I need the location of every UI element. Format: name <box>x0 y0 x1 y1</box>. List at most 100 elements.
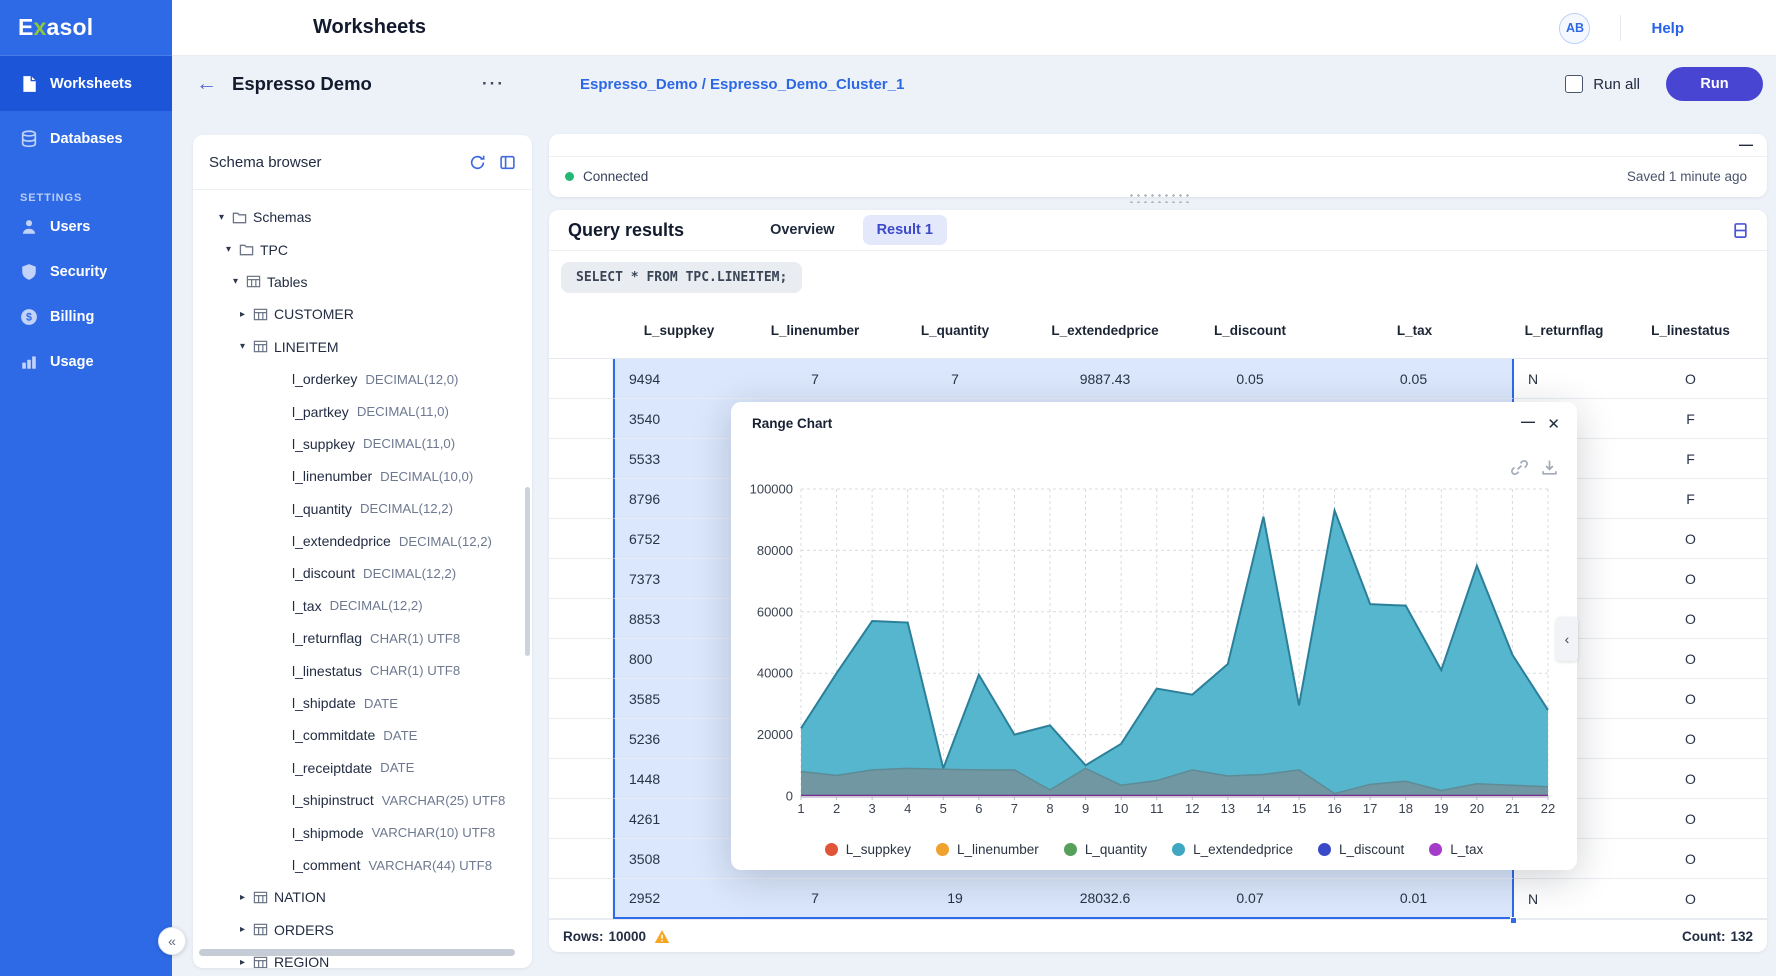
caret-down-icon[interactable]: ▾ <box>226 244 232 256</box>
cell[interactable]: O <box>1614 599 1767 639</box>
tree-node-schemas[interactable]: ▾ Schemas <box>193 201 532 233</box>
tab-result-1[interactable]: Result 1 <box>862 215 947 245</box>
cell[interactable]: 0.05 <box>1315 359 1514 399</box>
tree-node-l_discount[interactable]: l_discount DECIMAL(12,2) <box>193 557 532 589</box>
legend-item-l_linenumber[interactable]: L_linenumber <box>936 842 1039 857</box>
modal-side-chevron-button[interactable]: ‹ <box>1556 617 1578 661</box>
column-header-l_linenumber[interactable]: L_linenumber <box>770 322 860 338</box>
caret-right-icon[interactable]: ▸ <box>240 308 246 320</box>
cell[interactable]: 800 <box>613 639 745 679</box>
cell[interactable]: 0.01 <box>1315 879 1514 919</box>
tree-node-l_shipinstruct[interactable]: l_shipinstruct VARCHAR(25) UTF8 <box>193 784 532 816</box>
minimize-worksheet-button[interactable]: — <box>1739 136 1753 152</box>
selection-fill-handle[interactable] <box>1510 917 1517 924</box>
tree-node-l_partkey[interactable]: l_partkey DECIMAL(11,0) <box>193 395 532 427</box>
cell[interactable]: F <box>1614 479 1767 519</box>
sidebar-item-users[interactable]: Users <box>0 204 172 249</box>
row-gutter[interactable] <box>549 639 613 679</box>
column-header-l_discount[interactable]: L_discount <box>1213 322 1286 338</box>
tree-node-l_tax[interactable]: l_tax DECIMAL(12,2) <box>193 590 532 622</box>
tree-node-l_suppkey[interactable]: l_suppkey DECIMAL(11,0) <box>193 428 532 460</box>
row-gutter[interactable] <box>549 399 613 439</box>
caret-down-icon[interactable]: ▾ <box>240 341 246 353</box>
tree-node-tpc[interactable]: ▾ TPC <box>193 233 532 265</box>
cell[interactable]: 9494 <box>613 359 745 399</box>
cell[interactable]: 3540 <box>613 399 745 439</box>
tree-vertical-scrollbar[interactable] <box>525 487 530 656</box>
cell[interactable]: F <box>1614 399 1767 439</box>
sidebar-item-worksheets[interactable]: Worksheets <box>0 56 172 111</box>
column-header-l_extendedprice[interactable]: L_extendedprice <box>1051 322 1159 338</box>
back-button[interactable]: ← <box>196 72 217 95</box>
tree-node-l_linenumber[interactable]: l_linenumber DECIMAL(10,0) <box>193 460 532 492</box>
cell[interactable]: 1448 <box>613 759 745 799</box>
tree-node-l_receiptdate[interactable]: l_receiptdate DATE <box>193 752 532 784</box>
cell[interactable]: F <box>1614 439 1767 479</box>
cell[interactable] <box>1514 839 1614 879</box>
help-link[interactable]: Help <box>1651 19 1684 37</box>
user-avatar[interactable]: AB <box>1559 12 1591 44</box>
tree-node-l_comment[interactable]: l_comment VARCHAR(44) UTF8 <box>193 849 532 881</box>
row-gutter[interactable] <box>549 519 613 559</box>
sidebar-item-usage[interactable]: Usage <box>0 339 172 384</box>
cell[interactable]: 0.07 <box>1185 879 1315 919</box>
cell[interactable]: 19 <box>885 879 1025 919</box>
tree-node-orders[interactable]: ▸ ORDERS <box>193 914 532 946</box>
tree-node-lineitem[interactable]: ▾ LINEITEM <box>193 331 532 363</box>
cell[interactable]: O <box>1614 879 1767 919</box>
legend-item-l_tax[interactable]: L_tax <box>1429 842 1483 857</box>
row-gutter[interactable] <box>549 559 613 599</box>
cell[interactable]: O <box>1614 799 1767 839</box>
tree-node-l_extendedprice[interactable]: l_extendedprice DECIMAL(12,2) <box>193 525 532 557</box>
sidebar-item-billing[interactable]: $ Billing <box>0 294 172 339</box>
cell[interactable]: O <box>1614 679 1767 719</box>
row-gutter[interactable] <box>549 599 613 639</box>
panel-resize-handle[interactable] <box>1126 190 1190 203</box>
row-gutter[interactable] <box>549 679 613 719</box>
caret-right-icon[interactable]: ▸ <box>240 891 246 903</box>
row-gutter[interactable] <box>549 439 613 479</box>
tree-node-l_shipdate[interactable]: l_shipdate DATE <box>193 687 532 719</box>
cell[interactable]: 7 <box>885 359 1025 399</box>
tree-node-l_commitdate[interactable]: l_commitdate DATE <box>193 719 532 751</box>
row-gutter[interactable] <box>549 479 613 519</box>
cell[interactable]: O <box>1614 359 1767 399</box>
cell[interactable]: O <box>1614 519 1767 559</box>
tree-node-customer[interactable]: ▸ CUSTOMER <box>193 298 532 330</box>
tree-node-l_returnflag[interactable]: l_returnflag CHAR(1) UTF8 <box>193 622 532 654</box>
sql-statement[interactable]: SELECT * FROM TPC.LINEITEM; <box>561 262 803 293</box>
caret-down-icon[interactable]: ▾ <box>233 276 239 288</box>
cell[interactable]: 7 <box>745 359 885 399</box>
column-header-l_tax[interactable]: L_tax <box>1396 322 1433 338</box>
tree-horizontal-scrollbar[interactable] <box>199 949 515 956</box>
row-gutter[interactable] <box>549 719 613 759</box>
cell[interactable]: 7 <box>745 879 885 919</box>
tree-node-nation[interactable]: ▸ NATION <box>193 881 532 913</box>
cell[interactable]: O <box>1614 759 1767 799</box>
panel-layout-icon[interactable] <box>499 154 516 171</box>
cell[interactable]: 0.05 <box>1185 359 1315 399</box>
copy-link-icon[interactable] <box>1510 458 1529 477</box>
tree-node-tables[interactable]: ▾ Tables <box>193 266 532 298</box>
cell[interactable]: 28032.6 <box>1025 879 1185 919</box>
split-view-icon[interactable] <box>1732 222 1749 239</box>
caret-down-icon[interactable]: ▾ <box>219 211 225 223</box>
download-icon[interactable] <box>1540 458 1559 477</box>
tree-node-l_orderkey[interactable]: l_orderkey DECIMAL(12,0) <box>193 363 532 395</box>
row-gutter[interactable] <box>549 799 613 839</box>
sidebar-collapse-button[interactable]: « <box>158 927 186 955</box>
modal-close-button[interactable]: ✕ <box>1547 416 1560 433</box>
cell[interactable]: 3508 <box>613 839 745 879</box>
cell[interactable]: 5236 <box>613 719 745 759</box>
sidebar-item-security[interactable]: Security <box>0 249 172 294</box>
cell[interactable]: O <box>1614 639 1767 679</box>
row-gutter[interactable] <box>549 839 613 879</box>
legend-item-l_quantity[interactable]: L_quantity <box>1063 842 1147 857</box>
cell[interactable]: 8853 <box>613 599 745 639</box>
caret-right-icon[interactable]: ▸ <box>240 956 246 968</box>
column-header-l_linestatus[interactable]: L_linestatus <box>1651 322 1730 338</box>
column-header-l_quantity[interactable]: L_quantity <box>920 322 990 338</box>
row-gutter[interactable] <box>549 879 613 919</box>
refresh-icon[interactable] <box>469 154 486 171</box>
cell[interactable]: O <box>1614 719 1767 759</box>
